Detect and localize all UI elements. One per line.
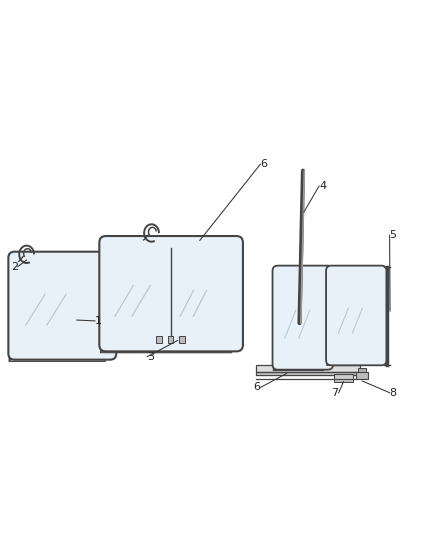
FancyBboxPatch shape — [326, 265, 387, 365]
FancyBboxPatch shape — [99, 236, 243, 351]
Polygon shape — [256, 372, 360, 375]
Polygon shape — [273, 271, 278, 370]
Polygon shape — [9, 258, 14, 361]
Bar — [156, 336, 162, 343]
Text: 2: 2 — [11, 262, 18, 271]
Bar — [358, 368, 366, 372]
Text: 3: 3 — [147, 352, 154, 361]
Bar — [168, 336, 173, 343]
Polygon shape — [327, 360, 381, 365]
Text: 5: 5 — [390, 230, 396, 240]
Text: 7: 7 — [332, 387, 339, 398]
Text: 1: 1 — [95, 316, 102, 326]
Text: 6: 6 — [253, 383, 260, 392]
Bar — [334, 379, 353, 382]
Polygon shape — [101, 243, 106, 353]
Polygon shape — [273, 365, 328, 370]
Text: 8: 8 — [390, 387, 397, 398]
FancyBboxPatch shape — [8, 252, 116, 360]
Bar — [256, 365, 360, 372]
FancyBboxPatch shape — [272, 265, 333, 370]
Polygon shape — [327, 271, 331, 365]
Bar — [334, 374, 353, 379]
Text: 4: 4 — [319, 181, 326, 191]
Bar — [356, 372, 368, 379]
Polygon shape — [101, 345, 237, 353]
Text: 6: 6 — [260, 159, 267, 169]
Bar — [180, 336, 185, 343]
Polygon shape — [9, 353, 110, 361]
